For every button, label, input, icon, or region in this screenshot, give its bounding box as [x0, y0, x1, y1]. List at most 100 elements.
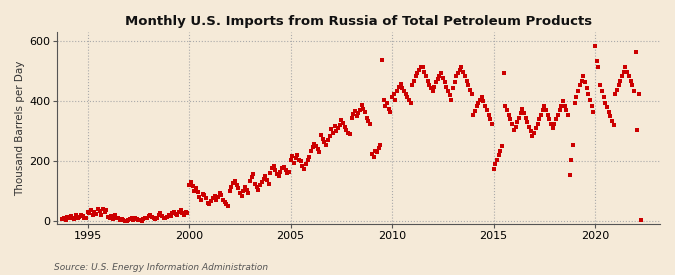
Point	[115, 218, 126, 222]
Point	[199, 193, 210, 197]
Point	[294, 158, 304, 163]
Point	[314, 150, 325, 155]
Point	[316, 133, 327, 138]
Point	[385, 110, 396, 114]
Point	[397, 86, 408, 90]
Point	[165, 214, 176, 219]
Point	[269, 164, 279, 169]
Point	[234, 191, 245, 196]
Point	[184, 183, 194, 187]
Point	[261, 178, 272, 183]
Point	[605, 114, 616, 119]
Point	[204, 202, 215, 207]
Point	[299, 167, 310, 171]
Point	[412, 71, 423, 76]
Point	[223, 204, 234, 208]
Point	[370, 149, 381, 153]
Point	[547, 126, 558, 131]
Point	[424, 83, 435, 87]
Point	[265, 171, 275, 176]
Point	[388, 92, 399, 97]
Point	[525, 129, 536, 134]
Point	[244, 179, 255, 183]
Point	[79, 216, 90, 220]
Point	[241, 188, 252, 192]
Point	[331, 129, 342, 134]
Point	[123, 218, 134, 222]
Point	[595, 83, 605, 87]
Point	[206, 199, 217, 204]
Point	[267, 166, 277, 170]
Point	[351, 114, 362, 119]
Point	[233, 186, 244, 191]
Point	[296, 159, 306, 164]
Point	[463, 83, 474, 87]
Point	[473, 101, 484, 106]
Point	[350, 109, 360, 114]
Point	[615, 78, 626, 83]
Point	[69, 217, 80, 221]
Point	[485, 117, 495, 122]
Point	[327, 131, 338, 136]
Point	[143, 214, 154, 219]
Point	[346, 116, 357, 120]
Point	[113, 216, 124, 221]
Point	[402, 95, 412, 100]
Point	[427, 89, 438, 94]
Point	[466, 92, 477, 97]
Point	[635, 218, 646, 222]
Point	[408, 79, 419, 84]
Point	[65, 214, 76, 219]
Point	[627, 83, 638, 87]
Point	[126, 216, 137, 221]
Point	[622, 69, 632, 74]
Point	[483, 113, 494, 117]
Point	[508, 128, 519, 133]
Point	[417, 65, 428, 70]
Point	[190, 186, 201, 190]
Point	[353, 111, 364, 116]
Text: Source: U.S. Energy Information Administration: Source: U.S. Energy Information Administ…	[54, 263, 268, 272]
Point	[554, 108, 565, 113]
Point	[400, 92, 411, 97]
Point	[497, 144, 508, 149]
Point	[338, 121, 348, 126]
Point	[512, 120, 522, 125]
Point	[610, 92, 621, 97]
Point	[527, 134, 538, 139]
Point	[202, 201, 213, 205]
Point	[581, 86, 592, 90]
Point	[590, 44, 601, 48]
Point	[272, 172, 283, 177]
Point	[505, 117, 516, 122]
Point	[236, 194, 247, 199]
Point	[490, 162, 501, 167]
Point	[63, 216, 74, 221]
Point	[398, 89, 409, 94]
Y-axis label: Thousand Barrels per Day: Thousand Barrels per Day	[15, 60, 25, 196]
Point	[426, 86, 437, 90]
Point	[542, 113, 553, 117]
Point	[597, 89, 608, 94]
Point	[101, 208, 111, 213]
Point	[450, 80, 460, 84]
Point	[173, 210, 184, 214]
Point	[140, 216, 151, 221]
Point	[90, 212, 101, 216]
Point	[170, 212, 181, 216]
Point	[551, 117, 562, 122]
Point	[302, 158, 313, 163]
Point	[564, 173, 575, 177]
Point	[319, 140, 330, 144]
Point	[529, 131, 539, 136]
Point	[309, 142, 320, 147]
Point	[253, 188, 264, 192]
Point	[251, 185, 262, 189]
Point	[448, 86, 458, 90]
Point	[336, 118, 347, 123]
Point	[324, 134, 335, 139]
Point	[160, 216, 171, 221]
Point	[493, 153, 504, 158]
Point	[304, 155, 315, 160]
Point	[531, 126, 541, 131]
